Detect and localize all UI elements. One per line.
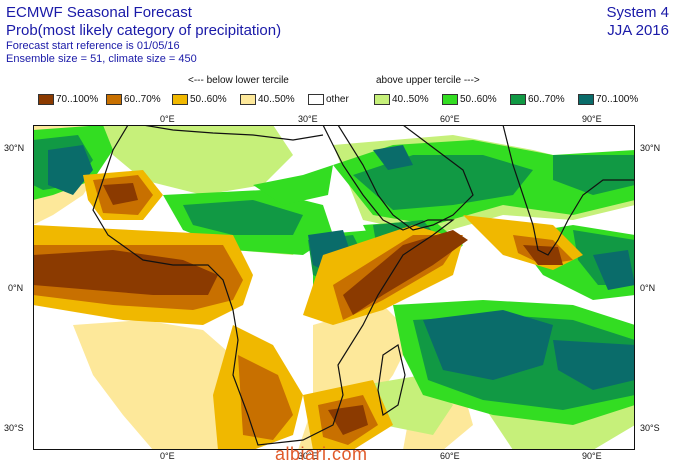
legend: 70..100% 60..70% 50..60% 40..50% other 4… — [38, 92, 658, 108]
legend-label: 70..100% — [596, 93, 639, 105]
below-tercile-70-100 — [33, 183, 563, 435]
madagascar-coastline — [377, 344, 406, 416]
probability-region — [373, 145, 413, 170]
forecast-start: Forecast start reference is 01/05/16 — [6, 40, 180, 52]
legend-item: 40..50% — [374, 92, 429, 106]
legend-swatch-6 — [442, 93, 458, 105]
legend-swatch-0 — [38, 93, 54, 105]
legend-item: 40..50% — [240, 92, 295, 106]
legend-swatch-4 — [308, 93, 324, 105]
title-block: ECMWF Seasonal Forecast Prob(most likely… — [6, 4, 281, 66]
product-title: ECMWF Seasonal Forecast — [6, 4, 192, 21]
probability-region — [328, 405, 368, 435]
system-label: System 4 — [606, 4, 669, 21]
legend-swatch-1 — [106, 93, 122, 105]
probability-region — [423, 310, 553, 380]
probability-region — [353, 155, 533, 210]
legend-label: 60..70% — [528, 93, 565, 105]
legend-swatch-2 — [172, 93, 188, 105]
legend-label: 40..50% — [258, 93, 295, 105]
legend-item: other — [308, 92, 349, 106]
legend-item: 60..70% — [106, 92, 161, 106]
lat-label-30n-right: 30°N — [640, 143, 661, 153]
legend-item: 60..70% — [510, 92, 565, 106]
mediterranean-coastline — [142, 125, 324, 141]
probability-region — [593, 250, 635, 290]
probability-region — [183, 200, 303, 235]
probability-region — [553, 155, 635, 195]
probability-region — [238, 355, 293, 440]
ensemble-size: Ensemble size = 51, climate size = 450 — [6, 53, 197, 65]
legend-label: other — [326, 93, 349, 105]
lon-label-30e-top: 30°E — [298, 114, 318, 124]
probability-region — [553, 340, 635, 390]
probability-region — [33, 250, 218, 295]
system-block: System 4 JJA 2016 — [606, 4, 669, 40]
africa-coastline — [92, 125, 455, 446]
legend-item: 70..100% — [578, 92, 638, 106]
lon-label-60e-bottom: 60°E — [440, 451, 460, 461]
lon-label-90e-top: 90°E — [582, 114, 602, 124]
legend-label: 70..100% — [56, 93, 99, 105]
legend-item: 70..100% — [38, 92, 98, 106]
lat-label-30s-left: 30°S — [4, 423, 24, 433]
probability-region — [103, 183, 138, 205]
legend-label: 40..50% — [392, 93, 429, 105]
lon-label-0e-top: 0°E — [160, 114, 175, 124]
variable-title: Prob(most likely category of precipitati… — [6, 22, 282, 39]
legend-label: 60..70% — [124, 93, 161, 105]
legend-swatch-3 — [240, 93, 256, 105]
map-border — [33, 125, 635, 450]
legend-label: 50..60% — [190, 93, 227, 105]
below-tercile-note: <--- below lower tercile — [188, 75, 289, 86]
lat-label-30s-right: 30°S — [640, 423, 660, 433]
legend-item: 50..60% — [442, 92, 497, 106]
lon-label-30e-bottom: 30°E — [298, 451, 318, 461]
legend-label: 50..60% — [460, 93, 497, 105]
india-coastline — [502, 125, 635, 256]
probability-region — [343, 230, 468, 315]
lat-label-0n-left: 0°N — [8, 283, 24, 293]
legend-swatch-8 — [578, 93, 594, 105]
legend-swatch-7 — [510, 93, 526, 105]
probability-region — [48, 145, 93, 195]
probability-region — [253, 165, 333, 205]
coastlines — [92, 125, 635, 446]
watermark: albiari.com — [275, 444, 368, 464]
forecast-map — [33, 125, 635, 450]
season-label: JJA 2016 — [607, 22, 669, 39]
legend-item: 50..60% — [172, 92, 227, 106]
above-tercile-note: above upper tercile ---> — [376, 75, 480, 86]
lon-label-90e-bottom: 90°E — [582, 451, 602, 461]
arabia-coastline — [337, 125, 474, 231]
lat-label-30n-left: 30°N — [4, 143, 25, 153]
probability-region — [523, 245, 563, 265]
lon-label-60e-top: 60°E — [440, 114, 460, 124]
legend-swatch-5 — [374, 93, 390, 105]
lat-label-0n-right: 0°N — [640, 283, 656, 293]
lon-label-0e-bottom: 0°E — [160, 451, 175, 461]
